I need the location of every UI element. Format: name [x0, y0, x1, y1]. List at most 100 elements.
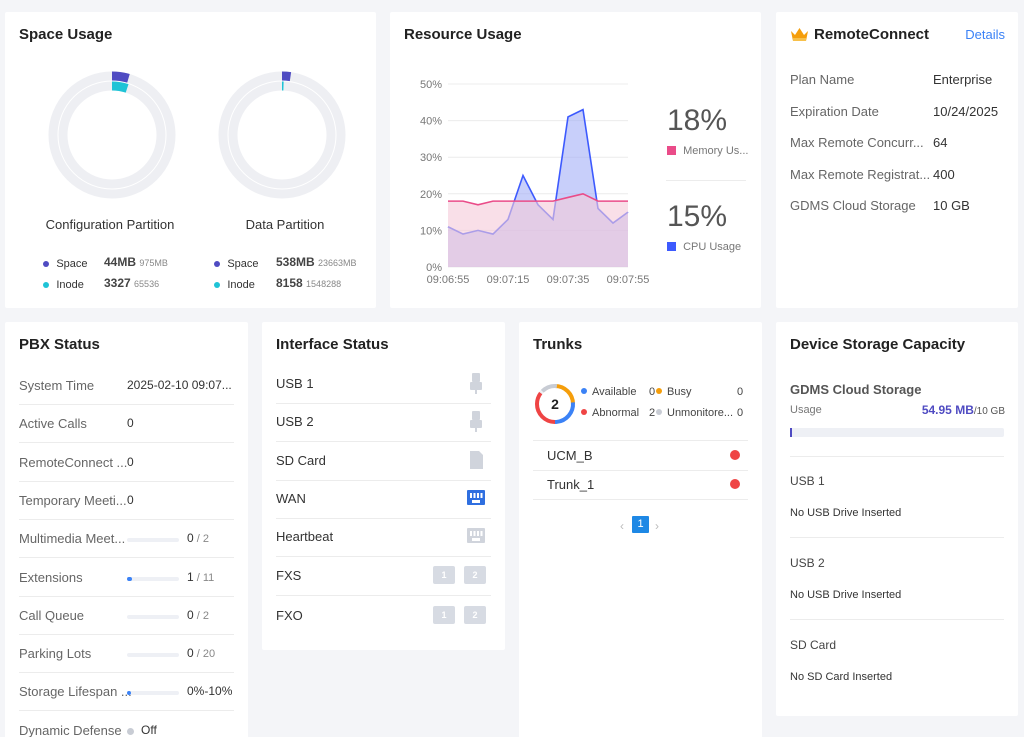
- x-tick-label: 09:07:15: [487, 274, 530, 286]
- trunk-legend-label: Available: [592, 386, 637, 398]
- storage-section-title: USB 2: [790, 556, 825, 570]
- remote-connect-title: RemoteConnect: [814, 26, 930, 43]
- details-link[interactable]: Details: [965, 27, 1005, 42]
- pbx-row-divider: [19, 710, 234, 712]
- trunk-row-divider: [533, 470, 748, 471]
- trunk-name[interactable]: UCM_B: [547, 448, 593, 463]
- trunk-legend-value: 0: [649, 386, 656, 398]
- space-donuts: [48, 71, 346, 199]
- usage-label: Usage: [790, 404, 822, 416]
- resource-usage-title: Resource Usage: [404, 26, 522, 43]
- interface-row-label: FXS: [276, 568, 302, 583]
- storage-section-status: No USB Drive Inserted: [790, 589, 902, 601]
- pbx-row-value: 0: [127, 454, 134, 469]
- trunk-legend-value: 2: [649, 407, 656, 419]
- data-partition-donut[interactable]: [218, 71, 346, 199]
- x-tick-label: 09:07:55: [607, 274, 650, 286]
- pbx-row-bar: [127, 691, 179, 696]
- trunk-status-dot: [730, 450, 740, 460]
- resource-divider: [666, 180, 746, 181]
- data-space-legend: Space: [214, 256, 259, 270]
- remote-connect-row-value: 10 GB: [933, 198, 970, 213]
- device-storage-card: Device Storage Capacity GDMS Cloud Stora…: [776, 322, 1018, 716]
- pbx-status-row: Active Calls 0: [5, 414, 248, 444]
- pbx-row-label: Storage Lifespan ...: [19, 684, 132, 700]
- pbx-row-bar-fill: [127, 576, 132, 581]
- pager-page-1[interactable]: 1: [632, 516, 649, 533]
- pbx-row-bar-fill: [127, 691, 132, 696]
- pbx-row-divider: [19, 633, 234, 635]
- pbx-row-divider: [19, 442, 234, 444]
- trunk-row-divider: [533, 499, 748, 500]
- config-partition-donut[interactable]: [48, 71, 176, 199]
- pbx-status-row: Extensions 1 / 11: [5, 568, 248, 598]
- trunks-donut[interactable]: [533, 382, 577, 426]
- usb-icon: [470, 411, 482, 432]
- resource-usage-card: Resource Usage 50% 40% 30% 20% 10% 0% 09:06:55…: [390, 12, 761, 308]
- pbx-status-row: Call Queue 0 / 2: [5, 606, 248, 636]
- sd-card-icon: [470, 451, 483, 469]
- pbx-row-label: System Time: [19, 378, 95, 393]
- pbx-row-label: Multimedia Meet...: [19, 531, 126, 547]
- config-space-value: 44MB 975MB: [104, 255, 168, 269]
- pbx-row-divider: [19, 518, 234, 520]
- pbx-row-label: Dynamic Defense: [19, 722, 122, 737]
- remote-connect-card: RemoteConnect Details Plan Name Enterpris…: [776, 12, 1018, 308]
- gdms-storage-title: GDMS Cloud Storage: [790, 382, 922, 397]
- data-inode-arc: [228, 81, 336, 189]
- pager-prev-button[interactable]: ‹: [620, 519, 624, 533]
- pbx-status-card: PBX Status System Time 2025-02-10 09:07..…: [5, 322, 248, 737]
- y-tick-label: 50%: [420, 79, 442, 91]
- trunk-legend-label: Unmonitore...: [667, 407, 734, 419]
- trunk-legend-item: Abnormal: [581, 407, 639, 419]
- interface-row-divider: [276, 441, 491, 442]
- pbx-status-row: Dynamic Defense Off: [5, 721, 248, 737]
- pbx-status-row: RemoteConnect ... 0: [5, 453, 248, 483]
- phone-port-icon: 1: [433, 566, 455, 584]
- trunk-legend-item: Busy: [656, 386, 691, 398]
- data-inode-legend: Inode: [214, 277, 255, 291]
- interface-row-label: USB 2: [276, 414, 314, 429]
- y-tick-label: 40%: [420, 116, 442, 128]
- trunk-divider: [533, 440, 748, 441]
- interface-row-divider: [276, 556, 491, 557]
- pbx-row-bar: [127, 576, 179, 581]
- pbx-row-divider: [19, 595, 234, 597]
- inode-legend-dot: [43, 282, 49, 288]
- config-inode-legend: Inode: [43, 277, 84, 291]
- pbx-status-row: System Time 2025-02-10 09:07...: [5, 376, 248, 406]
- ethernet-port-icon: [467, 528, 485, 543]
- config-space-arc: [48, 71, 176, 199]
- interface-status-title: Interface Status: [276, 336, 389, 353]
- data-inode-value: 8158 1548288: [276, 276, 342, 290]
- usb-icon: [470, 373, 482, 394]
- data-space-arc: [218, 71, 346, 199]
- interface-row-label: SD Card: [276, 453, 326, 468]
- pager-next-button[interactable]: ›: [655, 519, 659, 533]
- y-tick-label: 10%: [420, 225, 442, 237]
- space-legend-dot: [43, 261, 49, 267]
- trunk-legend-dot: [656, 409, 662, 415]
- remote-connect-row-value: Enterprise: [933, 72, 993, 87]
- dynamic-defense-status-dot: [127, 727, 134, 735]
- pbx-row-bar: [127, 614, 179, 619]
- pbx-row-label: Call Queue: [19, 607, 85, 623]
- pbx-row-value: 0 / 2: [187, 531, 209, 546]
- pbx-row-value: 0 / 2: [187, 607, 209, 622]
- pbx-row-divider: [19, 480, 234, 482]
- interface-row-divider: [276, 518, 491, 519]
- config-space-legend: Space: [43, 256, 88, 270]
- pbx-status-row: Multimedia Meet... 0 / 2: [5, 529, 248, 559]
- y-tick-label: 0%: [426, 262, 442, 274]
- storage-section-title: USB 1: [790, 474, 825, 488]
- pbx-row-divider: [19, 404, 234, 405]
- interface-row-label: FXO: [276, 608, 303, 623]
- interface-row-divider: [276, 480, 491, 481]
- memory-usage-line: [448, 192, 628, 206]
- trunk-legend-item: Unmonitore...: [656, 407, 733, 419]
- remote-connect-row-label: Plan Name: [790, 72, 855, 87]
- trunk-name[interactable]: Trunk_1: [547, 477, 595, 492]
- phone-port-icon: 1: [433, 606, 455, 624]
- interface-status-card: Interface Status USB 1 USB 2 SD Card WAN Hea…: [262, 322, 505, 650]
- trunk-legend-value: 0: [737, 407, 744, 419]
